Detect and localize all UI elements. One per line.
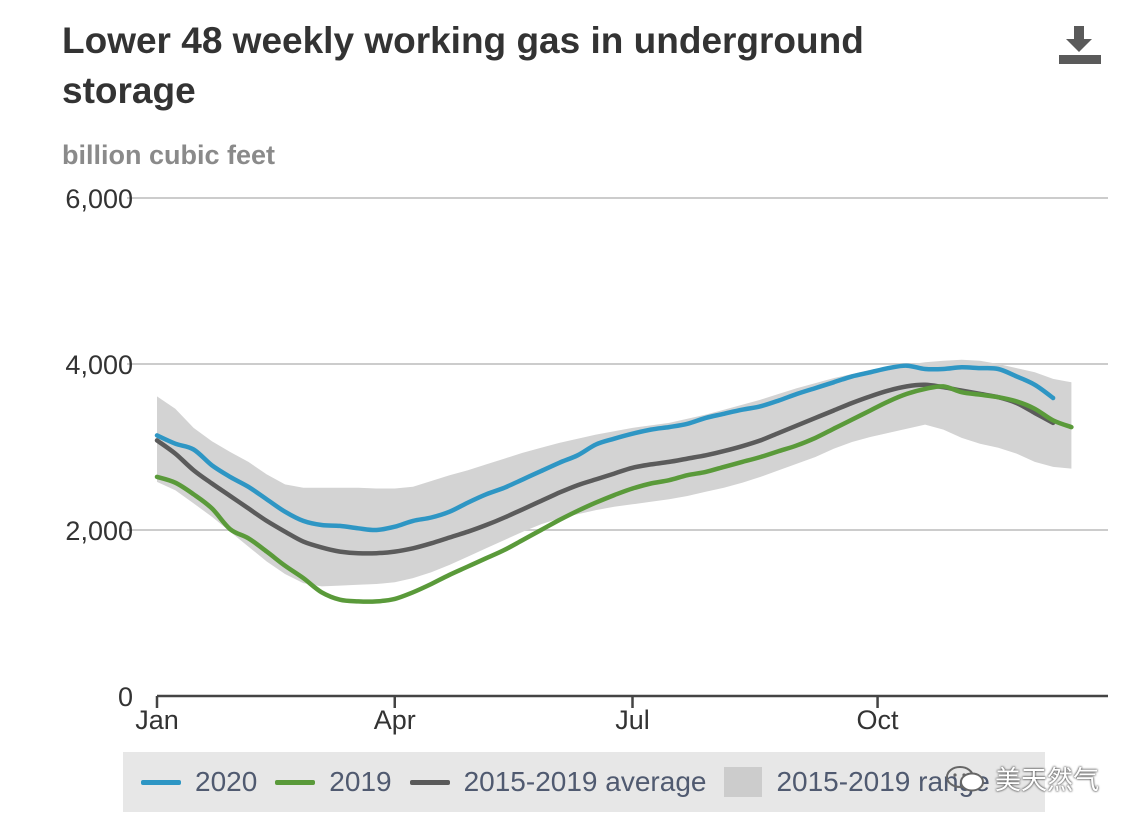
legend-label-range: 2015-2019 range [776,766,990,797]
wechat-icon [946,765,984,791]
series-line-average [154,382,1056,556]
legend-item-2019[interactable]: 2019 [275,766,392,798]
x-axis: Jan Apr Jul Oct [135,694,1108,735]
download-icon[interactable] [1058,24,1102,66]
y-axis-unit-label: billion cubic feet [62,140,276,170]
legend-item-average[interactable]: 2015-2019 average [409,766,707,798]
legend-swatch-range [724,767,763,797]
watermark: 美天然气 [945,760,1099,797]
legend-swatch-average [409,779,450,785]
y-tick-label: 0 [118,682,133,712]
legend-swatch-2020 [141,779,181,785]
x-tick-label: Oct [857,705,900,735]
y-tick-label: 6,000 [65,184,133,214]
series-line-2019 [154,384,1074,604]
x-tick-label: Apr [374,705,416,735]
legend: 2020 2019 2015-2019 average 2015-2019 ra… [123,752,1045,812]
x-tick-label: Jul [615,705,650,735]
watermark-text: 美天然气 [995,765,1100,795]
series-line-2020 [154,363,1056,533]
y-tick-label: 4,000 [65,350,133,380]
legend-swatch-2019 [275,779,316,785]
y-axis-tick-labels: 0 2,000 4,000 6,000 [65,184,133,712]
x-tick-label: Jan [135,705,179,735]
chart-area: 0 2,000 4,000 6,000 Jan Apr Jul Oct [65,184,1108,735]
legend-label-2020: 2020 [195,766,258,797]
y-tick-label: 2,000 [65,516,133,546]
legend-item-2020[interactable]: 2020 [141,766,257,798]
legend-label-average: 2015-2019 average [463,766,707,797]
legend-label-2019: 2019 [329,766,392,797]
legend-item-range[interactable]: 2015-2019 range [724,766,990,798]
chart-title: Lower 48 weekly working gas in undergrou… [62,20,864,111]
